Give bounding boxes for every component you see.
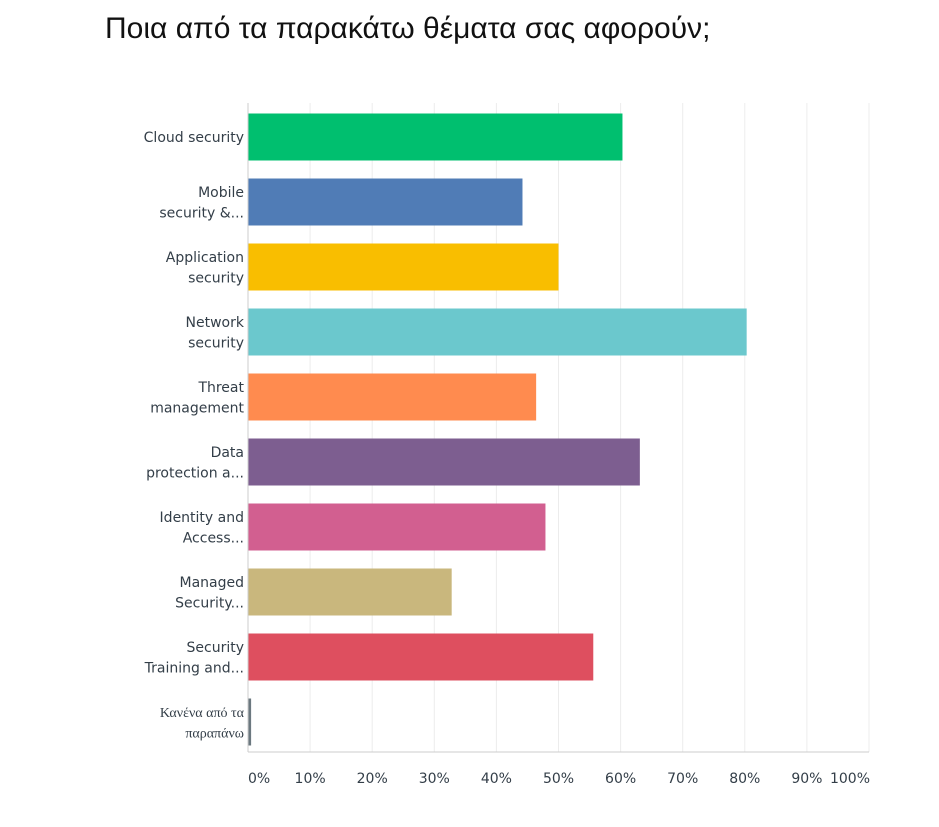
x-tick-label: 70% [667,771,698,787]
category-label-line: Network [186,315,245,331]
x-tick-label: 40% [481,771,512,787]
bar [248,178,523,226]
category-label: Cloud security [144,130,244,146]
category-label: Security Training and... [144,640,244,677]
category-label-line: Managed [180,575,245,591]
category-label-line: Identity and [160,510,244,526]
category-label-line: Data [211,445,244,461]
category-label-line: management [150,400,244,416]
category-label: Data protection a... [146,445,244,482]
category-label-line: protection a... [146,465,244,481]
bar [248,633,594,681]
category-label-line: Access... [183,530,244,546]
x-tick-label: 60% [605,771,636,787]
category-label: Identity and Access... [160,510,244,547]
x-axis: 0% 10% 20% 30% 40% 50% 60% 70% 80% 90% 100% [247,103,870,787]
x-tick-label: 10% [295,771,326,787]
x-tick-label: 20% [357,771,388,787]
category-label-line: Security... [175,595,244,611]
bar [248,243,559,291]
category-label: Mobile security &... [159,185,244,222]
bar [248,438,640,486]
x-tick-label: 100% [830,771,870,787]
category-label-line: Cloud security [144,130,244,146]
x-tick-label: 0% [248,771,270,787]
category-label: Network security [186,315,245,352]
category-label-line: Κανένα από τα [160,706,245,721]
bar [248,698,252,746]
category-label-line: Threat [197,380,244,396]
bar [248,373,537,421]
category-labels: Cloud security Mobile security &... Applica… [144,130,245,741]
category-label-line: security [188,335,244,351]
x-tick-label: 50% [543,771,574,787]
bar [248,568,452,616]
bar [248,113,623,161]
category-label-line: security &... [159,205,244,221]
category-label: Κανένα από τα παραπάνω [160,706,245,742]
x-tick-label: 80% [729,771,760,787]
category-label-line: Security [187,640,245,656]
category-label-line: παραπάνω [185,726,244,741]
bars [248,113,747,746]
chart-title: Ποια από τα παρακάτω θέματα σας αφορούν; [105,12,711,45]
category-label-line: security [188,270,244,286]
category-label-line: Training and... [144,660,244,676]
bar [248,503,546,551]
x-tick-label: 90% [791,771,822,787]
category-label: Application security [166,250,244,287]
category-label: Managed Security... [175,575,244,612]
category-label: Threat management [150,380,244,417]
x-tick-label: 30% [419,771,450,787]
category-label-line: Application [166,250,244,266]
bar [248,308,747,356]
category-label-line: Mobile [198,185,244,201]
